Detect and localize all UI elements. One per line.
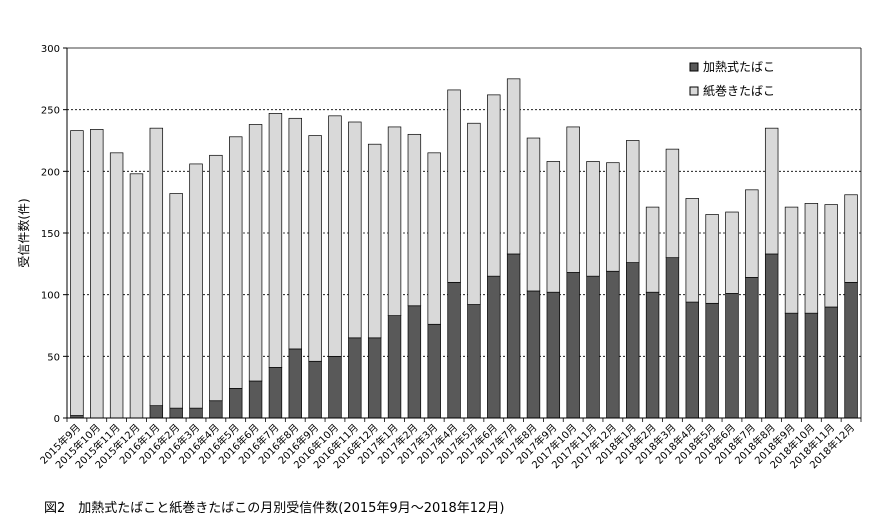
bar-heated-tobacco xyxy=(745,277,759,419)
bar-cigarette xyxy=(308,135,322,362)
bar-cigarette xyxy=(586,161,600,277)
bar-cigarette xyxy=(288,117,302,350)
bar-cigarette xyxy=(764,127,779,255)
bar-cigarette xyxy=(149,127,164,407)
bar-cigarette xyxy=(447,89,461,283)
bar-heated-tobacco xyxy=(844,281,858,419)
y-tick-label: 50 xyxy=(47,352,60,363)
legend: 加熱式たばこ 紙巻きたばこ xyxy=(689,60,775,98)
bar-heated-tobacco xyxy=(626,262,640,419)
bar-heated-tobacco xyxy=(804,312,819,419)
bar-heated-tobacco xyxy=(665,257,680,419)
bar-heated-tobacco xyxy=(447,281,461,419)
legend-label-cigarette: 紙巻きたばこ xyxy=(703,83,775,98)
bar-cigarette xyxy=(546,161,561,293)
bar-heated-tobacco xyxy=(606,270,620,419)
bar-cigarette xyxy=(348,121,362,339)
bar-cigarette xyxy=(229,136,243,389)
bar-cigarette xyxy=(387,126,402,316)
bar-heated-tobacco xyxy=(367,337,382,419)
bar-heated-tobacco xyxy=(308,360,322,419)
bar-cigarette xyxy=(784,206,799,314)
bar-cigarette xyxy=(824,204,838,308)
bar-heated-tobacco xyxy=(328,355,342,419)
bar-heated-tobacco xyxy=(229,388,243,419)
bar-heated-tobacco xyxy=(407,305,422,419)
bar-heated-tobacco xyxy=(725,293,739,419)
legend-swatch-cigarette xyxy=(689,86,699,96)
bar-heated-tobacco xyxy=(149,405,164,419)
bar-heated-tobacco xyxy=(268,367,283,419)
bar-heated-tobacco xyxy=(467,304,481,419)
bar-cigarette xyxy=(268,113,283,368)
bar-heated-tobacco xyxy=(169,407,183,419)
bar-cigarette xyxy=(626,140,640,263)
bar-cigarette xyxy=(169,193,183,409)
bar-cigarette xyxy=(745,189,759,278)
y-tick-label: 0 xyxy=(54,414,60,425)
bar-cigarette xyxy=(844,194,858,283)
bar-cigarette xyxy=(109,152,124,419)
bar-cigarette xyxy=(526,137,541,292)
y-tick-label: 300 xyxy=(41,44,60,55)
bar-heated-tobacco xyxy=(189,407,203,419)
y-tick-label: 250 xyxy=(41,106,60,117)
bar-cigarette xyxy=(506,78,521,255)
bar-heated-tobacco xyxy=(487,275,501,419)
bar-cigarette xyxy=(566,126,580,273)
figure-caption: 図2 加熱式たばこと紙巻きたばこの月別受信件数(2015年9月〜2018年12月… xyxy=(44,501,505,516)
bar-heated-tobacco xyxy=(566,272,580,419)
legend-label-heated: 加熱式たばこ xyxy=(703,60,775,74)
bar-cigarette xyxy=(725,211,739,294)
y-tick-label: 200 xyxy=(41,167,60,178)
y-axis-label: 受信件数(件) xyxy=(16,198,31,267)
stacked-bar-chart: 0 50 100 150 200 250 300 2015年9月2015年10月2015年1… xyxy=(16,44,862,471)
bar-cigarette xyxy=(665,148,680,259)
bar-heated-tobacco xyxy=(764,253,779,419)
bar-heated-tobacco xyxy=(546,291,561,419)
y-tick-label: 100 xyxy=(41,291,60,302)
bar-cigarette xyxy=(705,214,719,304)
bar-cigarette xyxy=(606,162,620,272)
bars xyxy=(70,78,858,419)
x-tick-labels: 2015年9月2015年10月2015年11月2015年12月2016年1月20… xyxy=(37,421,857,471)
bar-cigarette xyxy=(804,203,819,314)
bar-heated-tobacco xyxy=(705,302,719,419)
bar-cigarette xyxy=(467,122,481,305)
bar-heated-tobacco xyxy=(586,275,600,419)
bar-heated-tobacco xyxy=(209,400,223,419)
bar-heated-tobacco xyxy=(288,348,302,419)
bar-cigarette xyxy=(685,198,699,303)
bar-cigarette xyxy=(189,163,203,409)
y-tick-label: 150 xyxy=(41,229,60,240)
bar-heated-tobacco xyxy=(248,380,263,419)
bar-heated-tobacco xyxy=(526,290,541,419)
y-tick-labels: 0 50 100 150 200 250 300 xyxy=(41,44,60,425)
bar-heated-tobacco xyxy=(784,312,799,419)
bar-cigarette xyxy=(487,94,501,277)
legend-swatch-heated xyxy=(689,62,699,72)
bar-cigarette xyxy=(407,133,422,307)
bar-heated-tobacco xyxy=(387,315,402,419)
bar-cigarette xyxy=(328,115,342,357)
bar-cigarette xyxy=(367,143,382,339)
bar-cigarette xyxy=(90,129,104,419)
bar-cigarette xyxy=(129,173,144,419)
bar-cigarette xyxy=(248,124,263,382)
bar-cigarette xyxy=(427,152,441,325)
bar-heated-tobacco xyxy=(427,323,441,419)
bar-heated-tobacco xyxy=(506,253,521,419)
bar-heated-tobacco xyxy=(645,291,660,419)
bar-heated-tobacco xyxy=(824,306,838,419)
bar-cigarette xyxy=(70,130,84,416)
bar-heated-tobacco xyxy=(348,337,362,419)
bar-cigarette xyxy=(645,206,660,293)
bar-cigarette xyxy=(209,154,223,402)
axes xyxy=(63,47,862,422)
bar-heated-tobacco xyxy=(685,301,699,419)
